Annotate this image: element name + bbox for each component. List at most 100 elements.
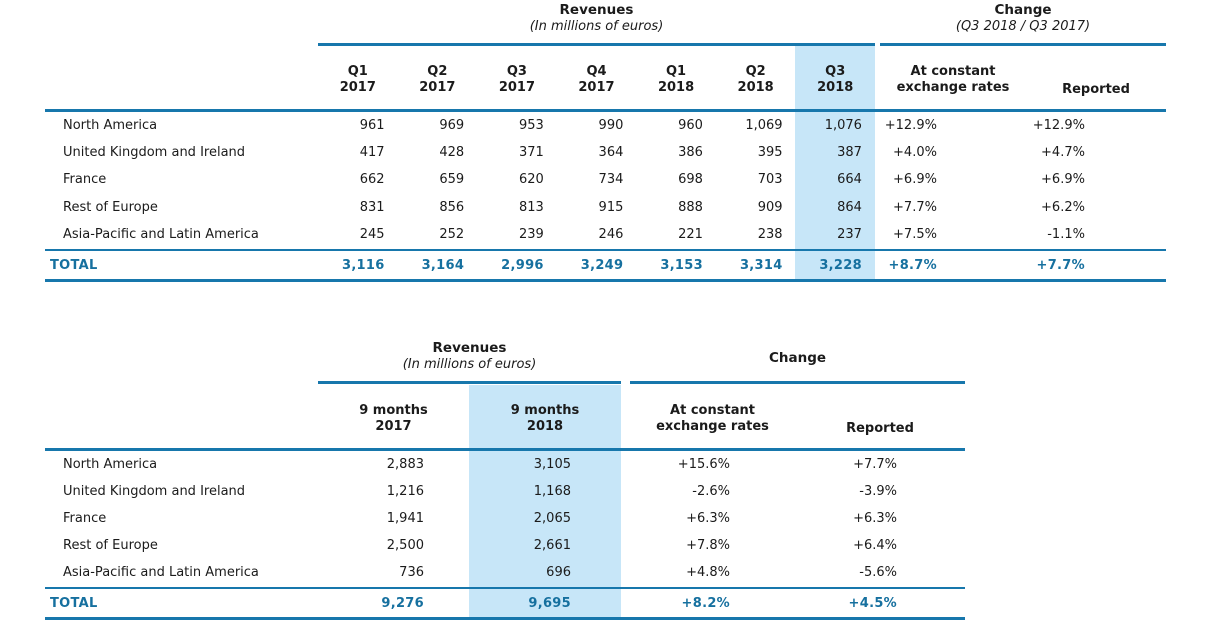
change-reported-cell: -3.9%: [859, 484, 897, 499]
table-row: France 662 659 620 734 698 703 664 +6.9%…: [45, 166, 1166, 193]
total-top-rule-2: [45, 587, 965, 589]
value-cell-highlighted: 696: [546, 565, 571, 580]
change-reported-cell: +4.7%: [1041, 145, 1085, 161]
table-row: Rest of Europe 831 856 813 915 888 909 8…: [45, 194, 1166, 221]
value-cell: 888: [678, 199, 703, 215]
table-row: Rest of Europe 2,500 2,661 +7.8% +6.4%: [45, 532, 965, 559]
value-cell: 1,941: [386, 511, 424, 526]
value-cell-highlighted: 664: [837, 172, 862, 188]
value-cell-highlighted: 237: [837, 226, 862, 242]
change-group-header: Change (Q3 2018 / Q3 2017): [880, 2, 1166, 35]
value-cell: 961: [359, 118, 385, 134]
table-row: United Kingdom and Ireland 1,216 1,168 -…: [45, 478, 965, 505]
change-constant-cell: +4.8%: [686, 565, 730, 580]
column-header-q2-2018: Q2 2018: [716, 57, 796, 103]
total-row: TOTAL 9,276 9,695 +8.2% +4.5%: [45, 590, 965, 617]
change-column-headers-2: At constant exchange rates Reported: [630, 396, 965, 442]
header-bottom-rule: [45, 109, 1166, 112]
value-cell: 239: [518, 226, 544, 242]
total-value-cell: 9,276: [381, 596, 424, 611]
nine-month-table-total: TOTAL 9,276 9,695 +8.2% +4.5%: [45, 590, 965, 617]
change-title: Change: [994, 2, 1052, 18]
revenues-group-header-2: Revenues (In millions of euros): [318, 340, 621, 373]
column-header-line: exchange rates: [656, 419, 769, 434]
change-reported-cell: +7.7%: [853, 457, 897, 472]
change-reported-cell: +6.3%: [853, 511, 897, 526]
value-cell: 831: [359, 199, 385, 215]
change-reported-cell: -1.1%: [1047, 226, 1085, 242]
column-header-line: Q2: [745, 64, 766, 79]
value-cell: 736: [399, 565, 424, 580]
value-cell-highlighted: 1,076: [824, 118, 862, 134]
column-header-line: Q3: [506, 64, 527, 79]
value-cell: 395: [757, 145, 783, 161]
column-header-q3-2017: Q3 2017: [477, 57, 557, 103]
column-header-line: 2017: [578, 80, 615, 95]
region-label: Rest of Europe: [63, 199, 158, 215]
column-header-line: Q2: [427, 64, 448, 79]
value-cell: 1,216: [386, 484, 424, 499]
change-constant-cell: +7.7%: [893, 199, 937, 215]
value-cell: 662: [359, 172, 385, 188]
total-value-cell: 3,314: [739, 258, 783, 273]
region-label: United Kingdom and Ireland: [63, 484, 246, 499]
total-value-cell-highlighted: 9,695: [528, 596, 571, 611]
change-reported-cell: +6.2%: [1041, 199, 1085, 215]
value-cell: 2,500: [386, 538, 424, 553]
change-constant-cell: +6.9%: [893, 172, 937, 188]
column-header-line: 2018: [817, 80, 854, 95]
column-header-q1-2017: Q1 2017: [318, 57, 398, 103]
total-change-reported-cell: +4.5%: [848, 596, 897, 611]
total-value-cell: 3,249: [580, 258, 624, 273]
column-header-line: Q3: [825, 64, 846, 79]
value-cell-highlighted: 2,065: [533, 511, 571, 526]
value-cell-highlighted: 1,168: [533, 484, 571, 499]
region-label: Asia-Pacific and Latin America: [63, 565, 259, 580]
value-cell-highlighted: 387: [837, 145, 862, 161]
header-bottom-rule-2: [45, 448, 965, 451]
revenues-title: Revenues: [559, 2, 634, 18]
column-header-9m-2018: 9 months 2018: [469, 396, 621, 442]
change-group-header-2: Change: [630, 350, 965, 367]
region-label: United Kingdom and Ireland: [63, 145, 246, 161]
value-cell: 246: [598, 226, 624, 242]
column-header-line: 2017: [498, 80, 536, 95]
change-title: Change: [768, 350, 827, 366]
total-label: TOTAL: [50, 596, 98, 611]
value-cell: 252: [439, 226, 465, 242]
value-cell: 909: [757, 199, 783, 215]
column-header-line: 2018: [657, 80, 695, 95]
column-header-line: 2017: [375, 419, 412, 434]
change-constant-cell: +15.6%: [677, 457, 730, 472]
column-header-line: Q4: [586, 64, 607, 79]
total-change-reported-cell: +7.7%: [1036, 258, 1085, 273]
total-top-rule: [45, 249, 1166, 251]
value-cell: 813: [518, 199, 544, 215]
total-value-cell: 2,996: [501, 258, 544, 273]
column-header-reported: Reported: [795, 396, 965, 442]
total-row: TOTAL 3,116 3,164 2,996 3,249 3,153 3,31…: [45, 252, 1166, 279]
column-header-constant-rates: At constant exchange rates: [630, 396, 795, 442]
total-value-cell: 3,164: [421, 258, 465, 273]
change-reported-cell: +12.9%: [1032, 118, 1085, 134]
table-row: Asia-Pacific and Latin America 245 252 2…: [45, 221, 1166, 248]
column-header-line: Q1: [666, 64, 687, 79]
value-cell: 221: [678, 226, 703, 242]
value-cell: 703: [757, 172, 783, 188]
q3-2018-highlight-column: [795, 46, 875, 280]
column-header-reported: Reported: [1026, 57, 1166, 103]
region-label: Rest of Europe: [63, 538, 158, 553]
change-reported-cell: +6.9%: [1041, 172, 1085, 188]
revenues-group-rule-2: [318, 381, 621, 384]
total-change-constant-cell: +8.2%: [681, 596, 730, 611]
total-value-cell: 3,116: [341, 258, 385, 273]
value-cell: 371: [518, 145, 544, 161]
revenues-group-header: Revenues (In millions of euros): [318, 2, 875, 35]
value-cell: 417: [359, 145, 385, 161]
table-bottom-rule: [45, 279, 1166, 282]
change-constant-cell: +7.5%: [893, 226, 937, 242]
value-cell: 969: [439, 118, 465, 134]
change-group-rule: [880, 43, 1166, 46]
column-header-q4-2017: Q4 2017: [557, 57, 637, 103]
